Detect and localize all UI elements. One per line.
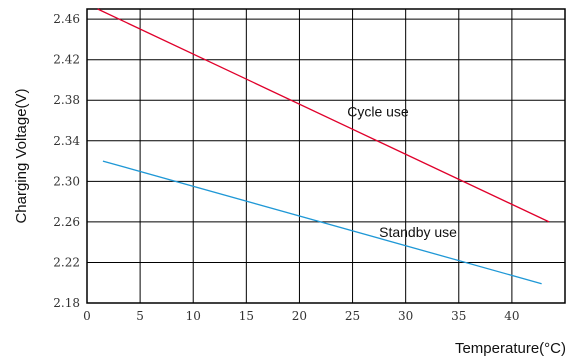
x-tick-label: 10: [186, 309, 201, 323]
x-tick-label: 5: [136, 309, 144, 323]
series-annotation: Standby use: [379, 224, 457, 240]
y-axis-label: Charging Voltage(V): [13, 88, 30, 223]
series-annotation: Cycle use: [347, 103, 409, 119]
y-tick-label: 2.22: [53, 255, 80, 269]
y-tick-label: 2.34: [53, 134, 80, 148]
x-tick-label: 40: [504, 309, 519, 323]
x-tick-label: 0: [83, 309, 91, 323]
series-lines: [97, 8, 550, 285]
y-tick-label: 2.30: [53, 174, 80, 188]
y-tick-label: 2.38: [53, 93, 80, 107]
x-tick-label: 15: [239, 309, 254, 323]
grid: [87, 9, 566, 304]
plot-frame: [86, 8, 566, 304]
x-axis-label: Temperature(°C): [455, 340, 566, 356]
y-tick-labels: 2.46 2.42 2.38 2.34 2.30 2.26 2.22 2.18: [53, 12, 80, 310]
x-tick-label: 20: [292, 309, 307, 323]
series-annotations: Cycle use Standby use: [347, 103, 457, 240]
series-line-0: [97, 8, 550, 223]
series-line-1: [102, 160, 542, 285]
y-tick-label: 2.46: [53, 12, 80, 26]
x-tick-label: 35: [451, 309, 466, 323]
y-tick-label: 2.26: [53, 215, 80, 229]
x-tick-labels: 0 5 10 15 20 25 30 35 40: [83, 309, 519, 323]
y-tick-label: 2.18: [53, 296, 80, 310]
x-tick-label: 30: [398, 309, 413, 323]
x-tick-label: 25: [345, 309, 360, 323]
y-tick-label: 2.42: [53, 53, 80, 67]
